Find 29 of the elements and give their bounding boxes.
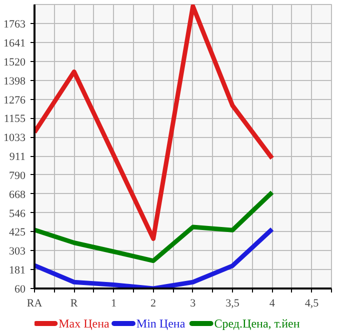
x-tick-label: RA — [26, 298, 42, 310]
y-tick-label: 1398 — [4, 75, 26, 88]
y-tick-label: 1763 — [4, 18, 26, 30]
x-tick-label: 2 — [150, 298, 156, 310]
y-tick-label: 181 — [9, 264, 26, 277]
y-tick-label: 911 — [9, 151, 26, 164]
x-tick-label: 3,5 — [226, 298, 240, 310]
y-tick-label: 1276 — [4, 94, 26, 106]
y-tick-label: 60 — [14, 284, 26, 296]
y-tick-label: 1033 — [4, 132, 26, 144]
line-series — [34, 190, 274, 264]
line-series — [34, 226, 274, 288]
y-tick-label: 790 — [9, 170, 26, 182]
y-tick-label: 425 — [9, 226, 26, 239]
y-tick-label: 1641 — [4, 37, 26, 50]
x-tick-label: 4 — [269, 298, 276, 310]
y-tick-label: 546 — [9, 208, 26, 220]
x-tick-label: 3 — [190, 298, 196, 310]
legend-label: Min Цена — [136, 316, 186, 330]
legend-label: Max Цена — [58, 316, 110, 330]
line-series — [34, 4, 274, 241]
y-tick-label: 668 — [9, 188, 26, 201]
x-tick-label: R — [70, 298, 78, 310]
x-tick-label: 4,5 — [304, 298, 320, 310]
legend-label: Сред.Цена, т.йен — [214, 316, 300, 330]
y-tick-label: 1520 — [4, 56, 26, 68]
x-tick-label: 1 — [110, 298, 116, 310]
y-tick-label: 303 — [9, 246, 26, 258]
y-tick-label: 1155 — [4, 113, 26, 126]
